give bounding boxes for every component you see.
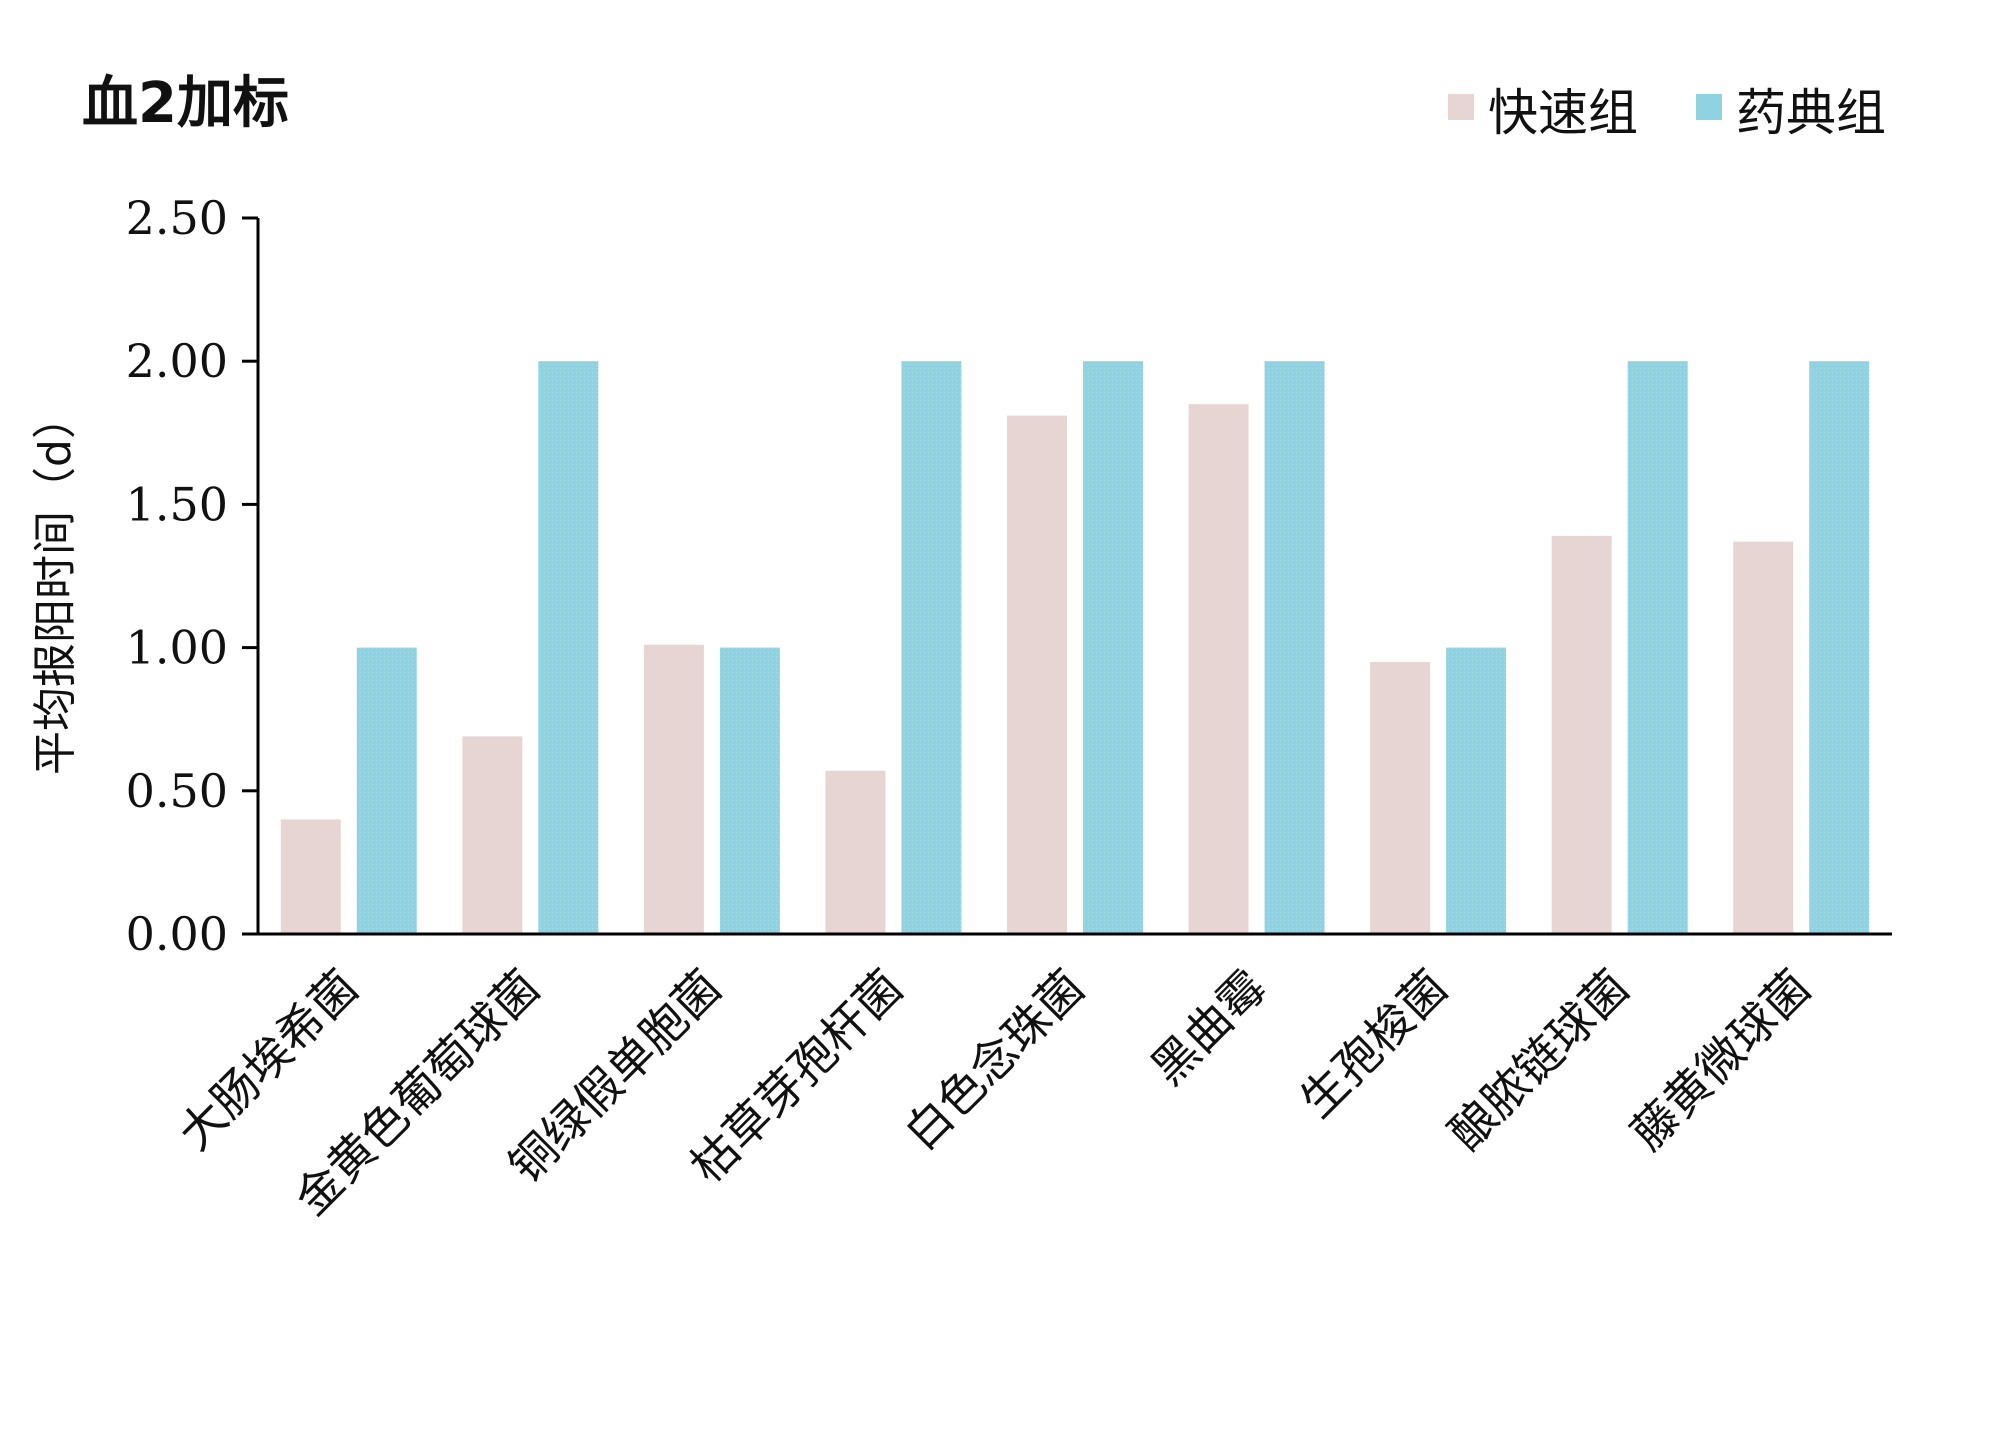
y-tick-label: 1.50 <box>126 477 228 531</box>
y-tick-label: 0.00 <box>126 907 228 961</box>
x-tick-label: 大肠埃希菌 <box>168 960 369 1161</box>
legend-label: 药典组 <box>1736 84 1886 142</box>
bar-pharmacopoeia-group <box>1264 361 1325 934</box>
bar-fast-group <box>1551 535 1612 934</box>
bar-pharmacopoeia-group <box>719 647 780 934</box>
bar-fast-group <box>1370 661 1431 934</box>
y-axis-ticks: 0.00 0.50 1.00 1.50 2.00 2.50 <box>126 191 258 961</box>
y-tick-label: 1.00 <box>126 621 228 675</box>
legend-label: 快速组 <box>1488 84 1638 142</box>
y-tick-label: 0.50 <box>126 764 228 818</box>
y-tick-label: 2.50 <box>126 191 228 245</box>
legend-swatch <box>1696 94 1722 120</box>
bar-pharmacopoeia-group <box>1083 361 1143 934</box>
bar-pharmacopoeia-group <box>1446 647 1507 934</box>
y-tick-label: 2.00 <box>126 334 228 388</box>
x-tick-label: 酿脓链球菌 <box>1439 960 1640 1161</box>
x-tick-label: 藤黄微球菌 <box>1620 960 1821 1161</box>
chart-title: 血2加标 <box>82 71 289 136</box>
bar-pharmacopoeia-group <box>901 361 962 934</box>
bar-pharmacopoeia-group <box>1627 361 1688 934</box>
bar-fast-group <box>280 819 341 934</box>
bar-fast-group <box>1733 541 1794 934</box>
bar-fast-group <box>643 644 704 934</box>
x-tick-label: 白色念珠菌 <box>894 960 1095 1161</box>
bar-pharmacopoeia-group <box>538 361 599 934</box>
bars <box>280 361 1870 935</box>
y-axis-label: 平均报阳时间（d） <box>30 395 81 775</box>
legend: 快速组 药典组 <box>1448 84 1886 142</box>
bar-pharmacopoeia-group <box>356 647 417 934</box>
bar-pharmacopoeia-group <box>1809 361 1870 934</box>
legend-swatch <box>1448 94 1474 120</box>
bar-fast-group <box>825 770 886 934</box>
x-tick-label: 黑曲霉 <box>1141 960 1277 1096</box>
x-tick-label: 生孢梭菌 <box>1290 960 1458 1128</box>
bar-fast-group <box>1188 404 1249 934</box>
bar-fast-group <box>1007 415 1067 935</box>
bar-fast-group <box>462 736 523 934</box>
